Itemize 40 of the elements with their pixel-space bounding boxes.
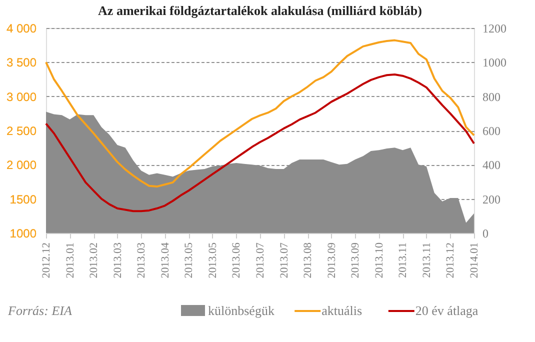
y2-tick-label: 600 <box>482 124 500 138</box>
legend-label: 20 év átlaga <box>415 303 478 318</box>
y2-tick-label: 400 <box>482 158 500 172</box>
legend-label: különbségük <box>208 303 275 318</box>
x-tick-label: 2013.01 <box>64 242 76 278</box>
y2-tick-label: 200 <box>482 192 500 206</box>
y-tick-label: 1000 <box>10 226 37 240</box>
x-tick-label: 2013.05 <box>206 242 219 278</box>
x-tick-label: 2013.08 <box>302 242 314 278</box>
chart-title: Az amerikai földgáztartalékok alakulása (milliárd köbláb) <box>98 3 422 18</box>
y-tick-label: 4 000 <box>6 22 37 36</box>
x-tick-label: 2014.01 <box>468 242 480 278</box>
y-tick-label: 2 000 <box>6 158 37 172</box>
x-tick-label: 2013.06 <box>230 242 243 278</box>
line-series <box>45 39 475 188</box>
x-tick-label: 2013.11 <box>397 242 410 278</box>
x-tick-label: 2013.05 <box>183 242 196 278</box>
y-tick-label: 1500 <box>10 192 37 206</box>
x-tick-label: 2013.10 <box>373 242 386 278</box>
x-tick-label: 2013.07 <box>278 242 290 278</box>
x-tick-label: 2013.03 <box>112 242 124 278</box>
x-tick-label: 2013.09 <box>326 242 338 278</box>
y-tick-label: 3 500 <box>6 56 37 70</box>
x-tick-label: 2013.04 <box>159 242 172 278</box>
x-tick-label: 2013.09 <box>350 242 362 278</box>
y-tick-label: 3 000 <box>6 90 37 104</box>
y-tick-label: 2 500 <box>6 124 37 138</box>
y2-tick-label: 1200 <box>482 22 506 36</box>
line-series <box>45 73 475 212</box>
legend-label: aktuális <box>322 303 362 318</box>
x-tick-label: 2013.12 <box>444 242 457 278</box>
x-tick-label: 2013.03 <box>136 242 148 278</box>
y2-tick-label: 0 <box>482 226 488 240</box>
y2-tick-label: 1000 <box>482 56 506 70</box>
x-tick-label: 2012.12 <box>40 242 52 278</box>
x-tick-label: 2013.02 <box>88 242 100 278</box>
x-tick-label: 2013.07 <box>254 242 266 278</box>
text: Forrás: EIA <box>7 303 72 318</box>
x-tick-label: 2013.11 <box>420 242 433 278</box>
y2-tick-label: 800 <box>482 90 500 104</box>
